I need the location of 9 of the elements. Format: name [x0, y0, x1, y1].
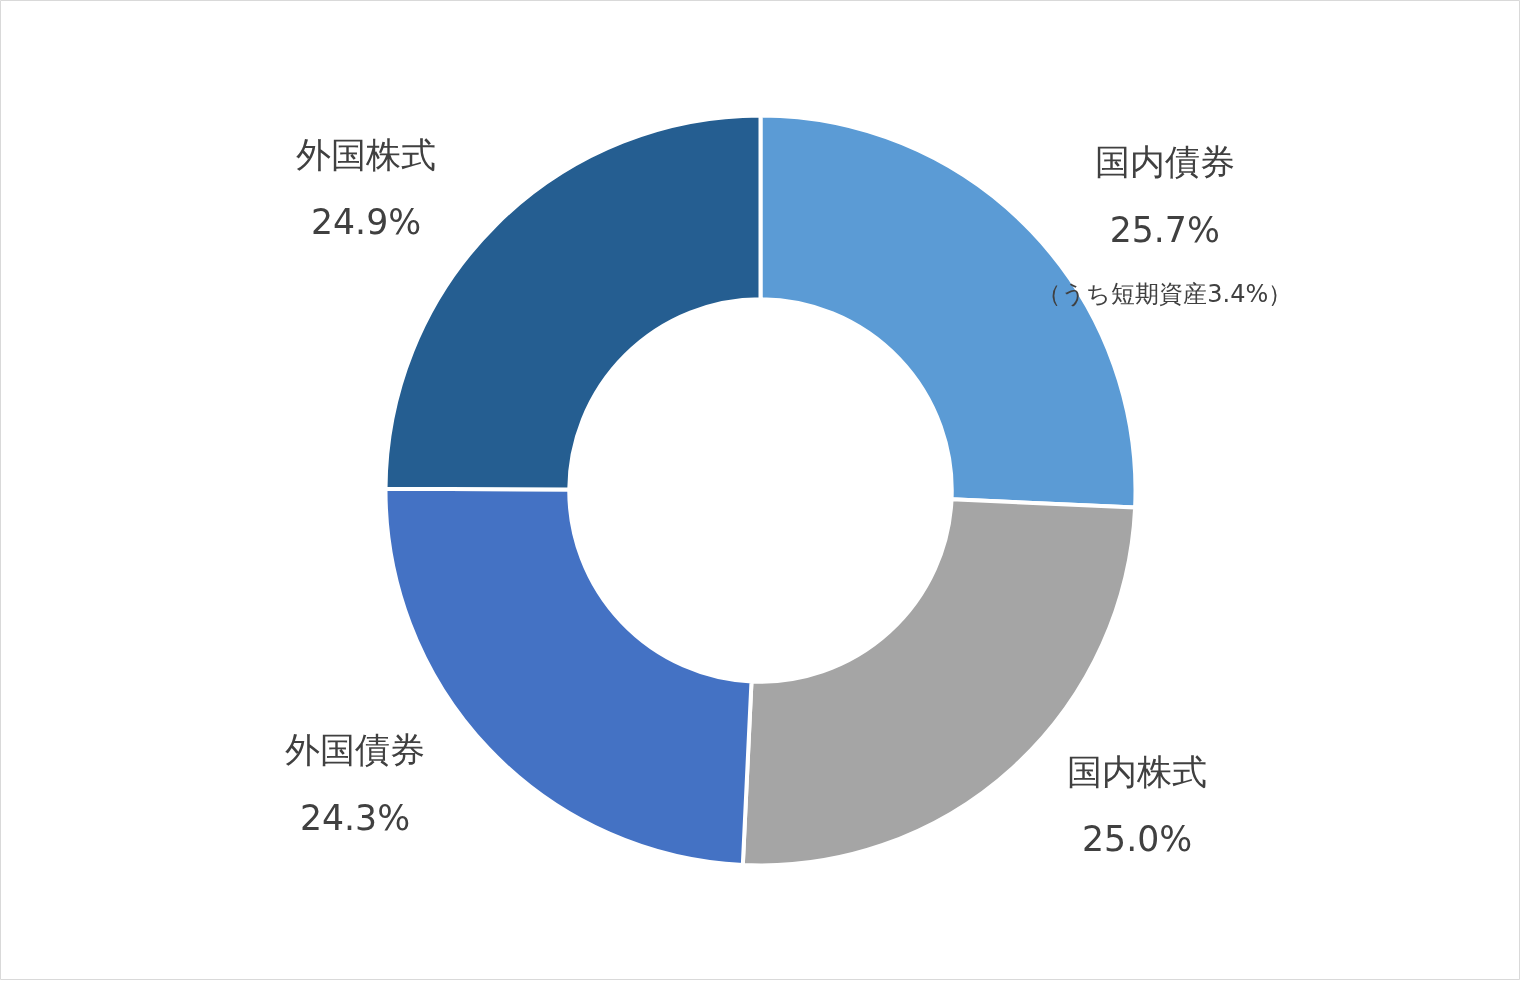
data-label: 25.7% [1109, 209, 1220, 250]
slice-label: 外国債券 [285, 730, 426, 771]
text: （うち短期資産3.4%） [1037, 279, 1293, 308]
slice-label: 国内債券 [1094, 142, 1235, 183]
slice-label: 国内株式 [1067, 751, 1208, 792]
data-label: 25.0% [1082, 819, 1193, 860]
slice-label: 外国株式 [296, 134, 437, 175]
data-label: 24.9% [311, 202, 422, 243]
data-label: 24.3% [299, 797, 411, 838]
